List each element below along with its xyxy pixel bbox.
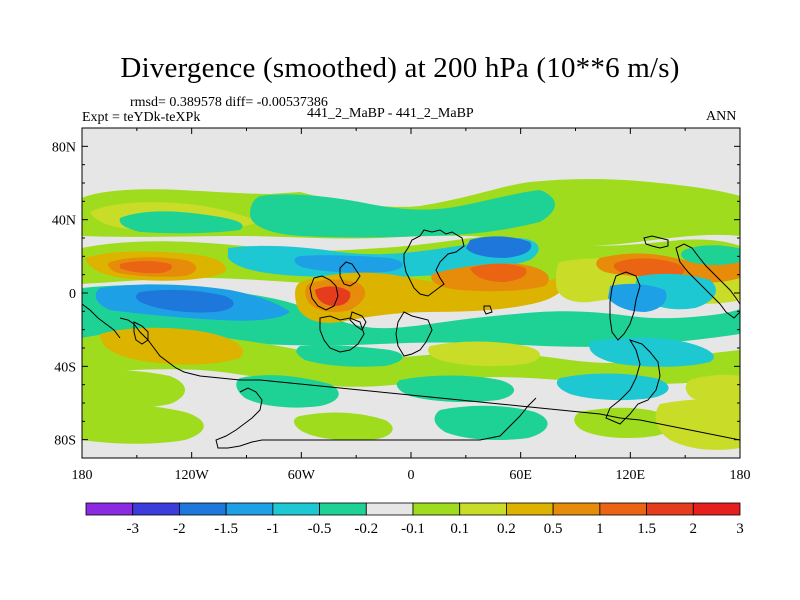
stats-text: rmsd= 0.389578 diff= -0.00537386 [130, 95, 328, 110]
colorbar-label: -0.5 [308, 521, 332, 537]
colorbar-swatch [179, 502, 227, 516]
coastline-antarctica [119, 317, 740, 441]
coastline-south-africa [395, 311, 433, 357]
nh-dark-blue-patch [466, 236, 532, 258]
colorbar-swatch [225, 502, 274, 516]
experiment-label: Expt = teYDk-teXPk [82, 110, 201, 125]
coastline-africa [403, 229, 465, 297]
coastline-peninsula [349, 311, 367, 331]
colorbar-swatch [85, 502, 134, 516]
colorbar-label: 3 [736, 521, 744, 537]
colorbar-label: 1 [596, 521, 604, 537]
coastline-island [483, 305, 493, 315]
central-orange-band [295, 272, 564, 323]
sh-teal-east [396, 375, 515, 403]
coastline-pacific-east [82, 303, 121, 339]
lon-tick-label: 180 [72, 468, 93, 483]
colorbar-swatch [552, 502, 601, 516]
lon-tick-label: 120W [175, 468, 210, 483]
sh-green-west [82, 369, 185, 410]
colorbar-label: -0.2 [354, 521, 378, 537]
lon-tick-label: 180 [730, 468, 751, 483]
colorbar-swatch [646, 502, 694, 516]
ehem-teal-patch [681, 245, 740, 265]
colorbar-label: 0.1 [450, 521, 469, 537]
pacific-red-core [120, 261, 172, 274]
longitude-axis: 180 120W 60W 0 60E 120E 180 [72, 128, 751, 483]
central-red-core [315, 286, 351, 306]
coastline-antarctic-shelf [215, 387, 537, 449]
sh-teal-patch [296, 345, 403, 367]
latitude-axis: 80N 40N 0 40S 80S [52, 140, 740, 449]
lon-tick-label: 60W [288, 468, 316, 483]
coastline-pacific-islands [675, 243, 740, 319]
antarctic-green-west [82, 404, 204, 444]
nh-teal-small [119, 211, 243, 234]
sh-green-band [82, 331, 740, 387]
colorbar-label: 1.5 [637, 521, 656, 537]
colorbar-swatch [365, 502, 414, 516]
lat-tick-label: 40N [52, 214, 76, 229]
colorbar-swatch [506, 502, 554, 516]
coastline-west-africa [339, 261, 361, 287]
colorbar-swatch [692, 502, 741, 516]
colorbar-swatch [459, 502, 507, 516]
colorbar-swatch [132, 502, 180, 516]
antarctic-yellow-east [655, 399, 740, 450]
sh-cyan-patch [589, 337, 714, 367]
colorbar-label: -1 [267, 521, 280, 537]
plot-title: Divergence (smoothed) at 200 hPa (10**6 … [120, 52, 680, 84]
coastlines [82, 229, 740, 449]
ehem-red-patch [613, 258, 685, 278]
colorbar-swatch [319, 502, 367, 516]
antarctic-green-east [574, 407, 674, 438]
colorbar-label: 0.2 [497, 521, 516, 537]
colorbar-label: -3 [126, 521, 139, 537]
coastline-south-america [319, 315, 365, 353]
divergence-field [82, 179, 740, 450]
coastline-east-asia [609, 271, 641, 341]
nh-teal-band [250, 190, 555, 238]
colorbar-label: -0.1 [401, 521, 425, 537]
sh-yellow-patch [428, 341, 540, 367]
colorbar-label: 2 [690, 521, 698, 537]
lat-tick-label: 40S [54, 360, 76, 375]
coastline-brazil [309, 275, 339, 311]
colorbar-label: -1.5 [214, 521, 238, 537]
lat-tick-label: 0 [69, 287, 76, 302]
lon-tick-label: 0 [408, 468, 415, 483]
colorbar-swatch [272, 502, 320, 516]
colorbar-label: 0.5 [544, 521, 563, 537]
colorbar-swatch [599, 502, 647, 516]
lat-tick-label: 80S [54, 434, 76, 449]
sh-orange-patch [100, 327, 244, 365]
sh-cyan-east [556, 373, 669, 401]
cases-label: 441_2_MaBP - 441_2_MaBP [307, 106, 474, 121]
colorbar-swatch [412, 502, 461, 516]
colorbar: -3 -2 -1.5 -1 -0.5 -0.2 -0.1 0.1 0.2 0.5 1 1.5 2 3 [85, 502, 744, 537]
indian-red-patch [470, 263, 527, 282]
antarctic-teal [434, 405, 548, 440]
ehem-blue-patch [608, 283, 667, 312]
lat-tick-label: 80N [52, 140, 76, 155]
coastline-peru [133, 321, 149, 345]
lon-tick-label: 120E [616, 468, 646, 483]
colorbar-label: -2 [173, 521, 186, 537]
pacific-dark-blue [135, 289, 234, 313]
sh-yellow-east [685, 374, 740, 405]
antarctic-green-mid [294, 412, 393, 441]
coastline-japan [643, 235, 669, 249]
season-label: ANN [706, 109, 737, 124]
nh-blue-patch [294, 255, 403, 273]
lon-tick-label: 60E [509, 468, 532, 483]
